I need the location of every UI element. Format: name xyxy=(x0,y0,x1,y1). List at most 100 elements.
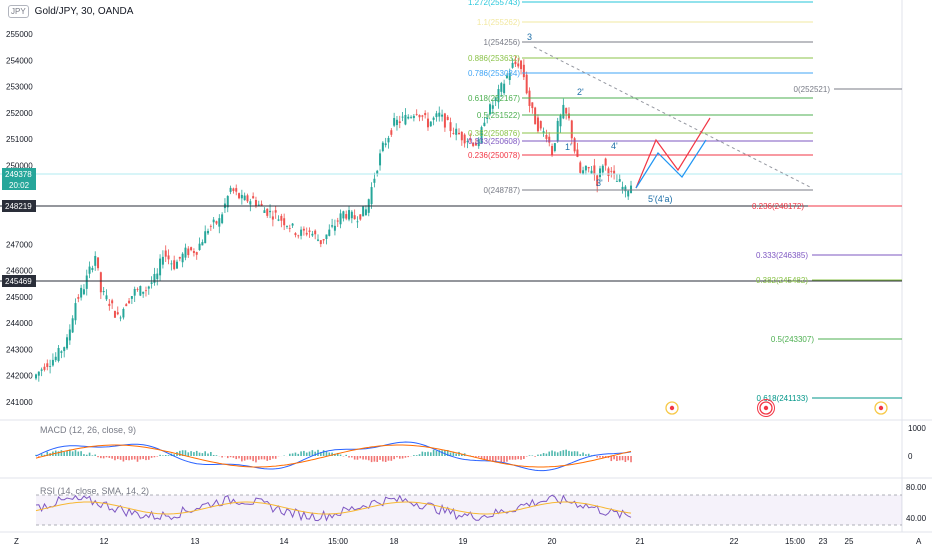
candle-body xyxy=(153,273,156,283)
macd-histogram-bar xyxy=(331,452,333,456)
macd-histogram-bar xyxy=(198,452,201,456)
macd-histogram-bar xyxy=(576,451,579,456)
macd-histogram-bar xyxy=(542,453,545,456)
price-tick-label: 244000 xyxy=(6,319,33,328)
time-axis-label: 23 xyxy=(819,537,828,546)
candle-body xyxy=(421,115,424,117)
candle-body xyxy=(384,143,387,146)
current-price-badge: 249378 20:02 xyxy=(2,168,36,190)
macd-histogram-bar xyxy=(190,451,192,456)
candle-body xyxy=(201,242,204,246)
candle-body xyxy=(418,114,421,118)
candle xyxy=(195,251,198,260)
candle xyxy=(474,138,477,146)
wave-labels: 3 2' 1' 4' 3' 5'(4'a) xyxy=(527,32,672,204)
candle-body xyxy=(260,203,263,206)
candle xyxy=(508,68,511,85)
macd-signal-line xyxy=(35,444,632,468)
candle-body xyxy=(570,120,573,139)
macd-histogram-bar xyxy=(122,456,125,462)
macd-histogram-bar xyxy=(255,456,257,463)
macd-histogram-bar xyxy=(260,456,263,460)
candle xyxy=(525,71,528,95)
macd-histogram-bar xyxy=(379,456,381,460)
candle-body xyxy=(164,250,167,257)
candle xyxy=(587,166,590,173)
macd-histogram-bar xyxy=(66,450,68,456)
macd-histogram-bar xyxy=(88,452,91,456)
current-price-badge-bg xyxy=(2,168,36,190)
candle-body xyxy=(46,363,49,368)
candle xyxy=(536,114,539,134)
candle-body xyxy=(63,347,66,352)
wave-label: 3 xyxy=(527,32,532,42)
macd-histogram-bar xyxy=(111,456,113,459)
macd-histogram-bar xyxy=(184,450,187,456)
candle xyxy=(209,224,212,231)
price-tick-label: 250000 xyxy=(6,161,33,170)
candle-body xyxy=(215,221,218,224)
candle-body xyxy=(443,113,446,128)
macd-histogram-bar xyxy=(449,452,452,456)
time-axis-label: 13 xyxy=(191,537,200,546)
candle-body xyxy=(139,286,142,296)
candle-body xyxy=(579,162,582,173)
fib-level-label: 0.236(250078) xyxy=(468,151,520,160)
macd-histogram-bar xyxy=(353,456,356,460)
candle xyxy=(226,195,229,213)
candle-body xyxy=(229,187,232,192)
macd-histogram-bar xyxy=(116,456,119,460)
fib-level-label: 0.886(253632) xyxy=(468,54,520,63)
candle xyxy=(305,227,308,237)
candle xyxy=(579,160,582,174)
candle xyxy=(517,57,520,69)
candle xyxy=(452,127,455,135)
candle xyxy=(331,218,334,229)
macd-histogram-bar xyxy=(69,449,71,456)
candle xyxy=(531,102,534,114)
candle-body xyxy=(556,120,559,142)
macd-histogram-bar xyxy=(438,450,441,456)
candle xyxy=(113,310,116,318)
candle xyxy=(94,251,97,271)
candle xyxy=(263,207,266,214)
candle xyxy=(266,208,269,218)
candle-body xyxy=(181,253,184,263)
candle-body xyxy=(531,102,534,109)
wave-label: 3' xyxy=(596,178,603,188)
candle-body xyxy=(336,220,339,222)
macd-histogram-bar xyxy=(71,451,74,456)
candle xyxy=(97,257,100,271)
macd-histogram-bar xyxy=(616,456,618,462)
dotted-trendline xyxy=(533,46,813,189)
candle xyxy=(71,315,74,334)
candle xyxy=(243,192,246,201)
candle-body xyxy=(404,114,407,125)
wave-label: 4' xyxy=(611,141,618,151)
candle-body xyxy=(415,113,418,115)
candle xyxy=(66,334,69,350)
macd-histogram-bar xyxy=(325,451,328,456)
candle xyxy=(404,108,407,126)
macd-histogram-bar xyxy=(452,451,455,456)
macd-histogram-bar xyxy=(599,456,601,458)
macd-histogram-bar xyxy=(630,456,632,463)
wave-label: 5'(4'a) xyxy=(648,194,672,204)
candle xyxy=(559,113,562,134)
candle xyxy=(302,226,305,236)
candle-body xyxy=(429,121,432,127)
candle xyxy=(311,230,314,238)
candle-body xyxy=(71,318,74,333)
macd-histogram-bar xyxy=(548,451,551,456)
macd-histogram-bar xyxy=(393,456,395,460)
macd-histogram-bar xyxy=(105,456,108,458)
macd-histogram-bar xyxy=(77,451,80,456)
macd-histogram-bar xyxy=(263,456,266,460)
symbol-badge[interactable]: JPY xyxy=(8,5,29,18)
candle-body xyxy=(393,118,396,126)
candle xyxy=(615,174,618,182)
event-marker-icon xyxy=(759,401,773,415)
candle xyxy=(613,165,616,180)
candle-body xyxy=(395,119,398,126)
